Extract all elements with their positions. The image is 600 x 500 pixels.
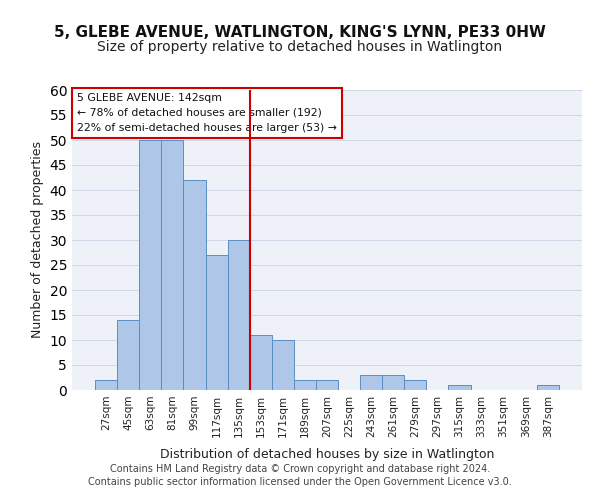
Text: 5, GLEBE AVENUE, WATLINGTON, KING'S LYNN, PE33 0HW: 5, GLEBE AVENUE, WATLINGTON, KING'S LYNN… (54, 25, 546, 40)
Bar (139, 140, 161, 390)
Bar (161, 140, 184, 390)
Bar (227, 240, 250, 390)
X-axis label: Distribution of detached houses by size in Watlington: Distribution of detached houses by size … (160, 448, 494, 461)
Bar (294, 380, 316, 390)
Text: Contains HM Land Registry data © Crown copyright and database right 2024.: Contains HM Land Registry data © Crown c… (110, 464, 490, 474)
Bar (95, 380, 117, 390)
Y-axis label: Number of detached properties: Number of detached properties (31, 142, 44, 338)
Bar (184, 180, 206, 390)
Bar (382, 375, 404, 390)
Bar (404, 380, 427, 390)
Bar (360, 375, 382, 390)
Bar (250, 335, 272, 390)
Bar (272, 340, 294, 390)
Text: Contains public sector information licensed under the Open Government Licence v3: Contains public sector information licen… (88, 477, 512, 487)
Text: 5 GLEBE AVENUE: 142sqm
← 78% of detached houses are smaller (192)
22% of semi-de: 5 GLEBE AVENUE: 142sqm ← 78% of detached… (77, 93, 337, 132)
Bar (448, 385, 470, 390)
Bar (117, 320, 139, 390)
Bar (206, 255, 227, 390)
Text: Size of property relative to detached houses in Watlington: Size of property relative to detached ho… (97, 40, 503, 54)
Bar (316, 380, 338, 390)
Bar (537, 385, 559, 390)
